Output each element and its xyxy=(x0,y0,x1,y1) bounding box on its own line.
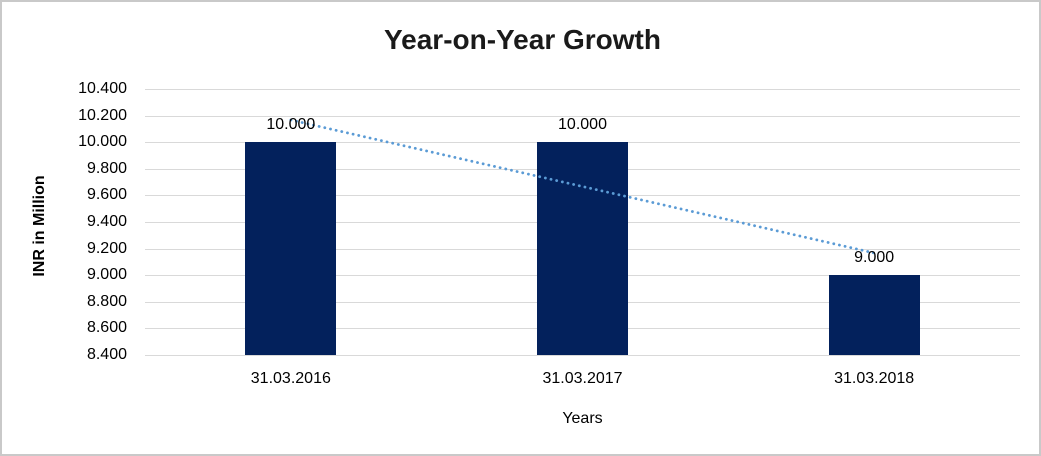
y-axis-tick-label: 9.600 xyxy=(86,186,127,204)
y-axis-tick-label: 8.600 xyxy=(86,319,127,337)
y-axis-tick-label: 9.400 xyxy=(86,213,127,230)
gridline xyxy=(145,355,1020,356)
gridline xyxy=(145,89,1020,90)
y-axis-tick-label: 8.800 xyxy=(86,292,127,310)
data-label: 10.000 xyxy=(266,116,316,134)
x-axis-title: Years xyxy=(562,410,603,427)
x-axis-category-label: 31.03.2018 xyxy=(834,370,915,387)
bar-31.03.2018 xyxy=(828,275,920,355)
x-axis-category-label: 31.03.2016 xyxy=(250,370,331,387)
y-axis-tick-label: 8.400 xyxy=(86,346,127,363)
data-label: 9.000 xyxy=(854,249,895,267)
y-axis-tick-label: 9.800 xyxy=(86,159,127,177)
y-axis-tick-label: 10.400 xyxy=(78,80,127,97)
data-label: 10.000 xyxy=(558,116,607,134)
y-axis-tick-label: 9.000 xyxy=(86,266,127,284)
chart-title: Year-on-Year Growth xyxy=(384,24,661,55)
y-axis-tick-label: 10.000 xyxy=(78,133,127,151)
gridline xyxy=(145,115,1020,117)
y-axis-tick-label: 9.200 xyxy=(86,239,127,257)
x-axis-category-label: 31.03.2017 xyxy=(542,370,623,387)
bar-31.03.2016 xyxy=(245,142,337,355)
bar-31.03.2017 xyxy=(537,142,628,355)
y-axis-tick-label: 10.200 xyxy=(78,106,127,124)
